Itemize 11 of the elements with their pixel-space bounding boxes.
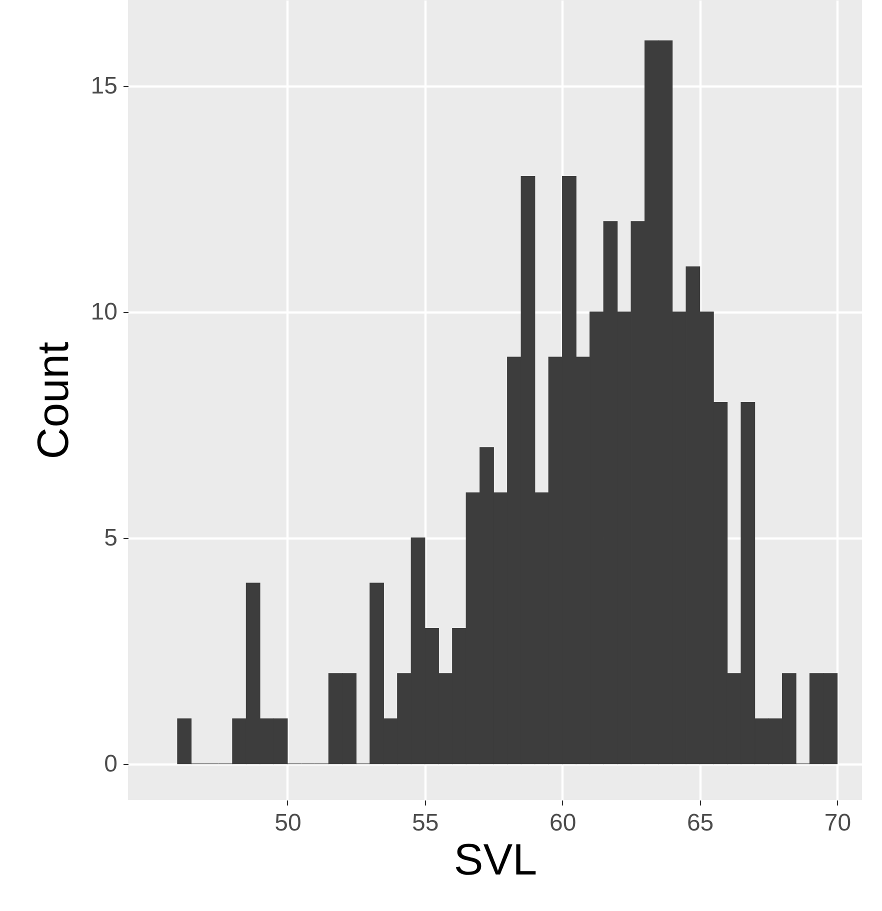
y-axis-title: Count — [28, 342, 78, 460]
x-tick-label: 55 — [412, 810, 439, 836]
x-tick-label: 70 — [824, 810, 852, 836]
x-axis-title: SVL — [454, 836, 538, 884]
x-tick-label: 50 — [274, 810, 302, 836]
y-tick-label: 0 — [104, 750, 118, 778]
y-tick-label: 5 — [104, 524, 118, 552]
x-tick-label: 60 — [550, 810, 576, 836]
y-tick-label: 10 — [90, 298, 118, 326]
y-tick-label: 15 — [90, 72, 118, 100]
x-tick-label: 65 — [686, 810, 714, 836]
